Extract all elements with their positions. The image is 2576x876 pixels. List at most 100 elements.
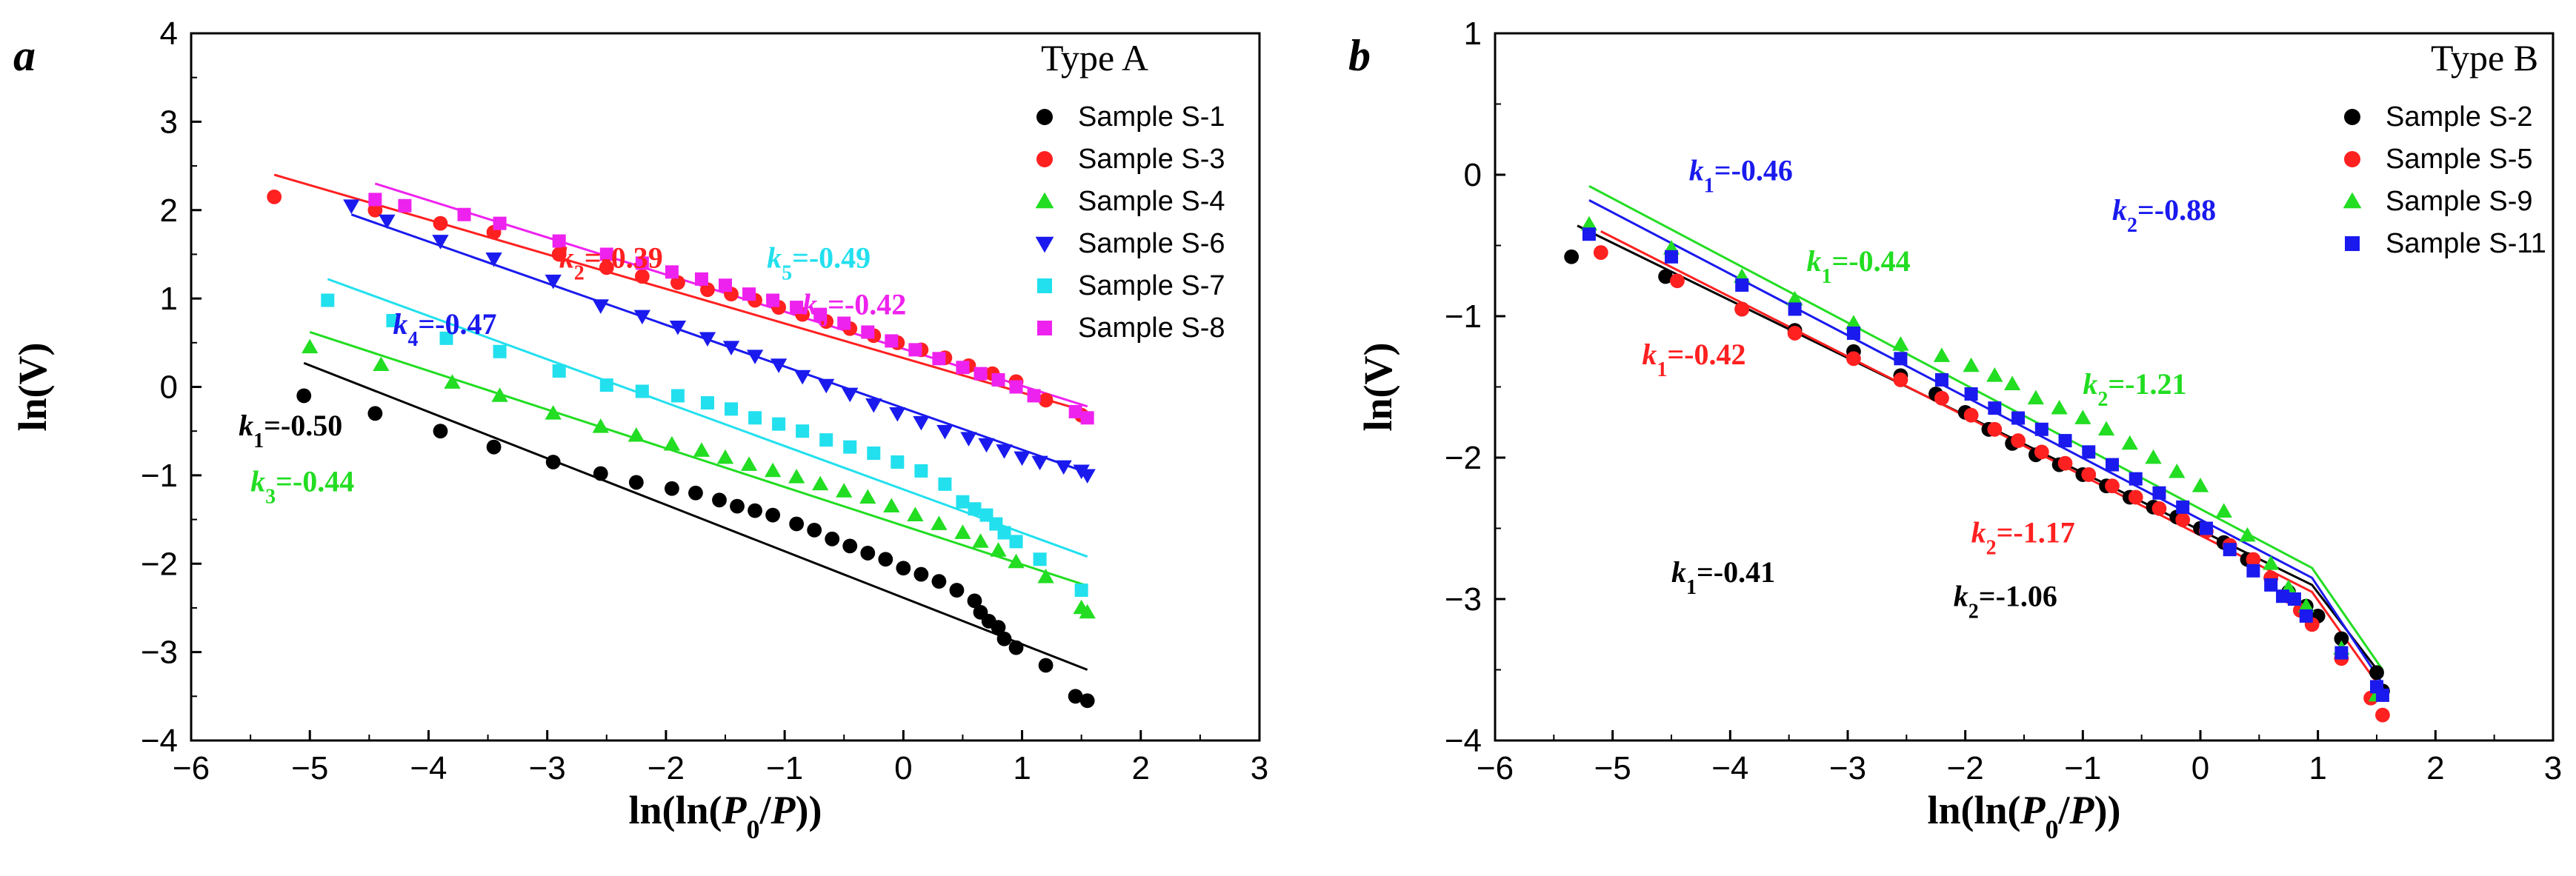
data-point <box>972 533 989 548</box>
slope-annotation: k1=-0.41 <box>1671 555 1775 599</box>
panel-a: −6 −5 −4 −3 −2 −1 0 1 2 3 −4 −3 −2 −1 0 1 2 3 4 ln(ln(P0/P)… <box>10 16 1268 844</box>
data-point <box>1987 421 2003 437</box>
data-point <box>991 372 1005 387</box>
data-point <box>766 293 780 307</box>
x-tick-label: 0 <box>2191 750 2209 786</box>
data-point <box>669 320 687 335</box>
slope-annotation: k2=-1.21 <box>2083 367 2186 411</box>
data-point <box>2369 665 2384 681</box>
data-point <box>2199 521 2213 535</box>
data-point <box>956 495 970 509</box>
data-point <box>552 234 566 248</box>
data-point <box>2169 463 2186 478</box>
data-point <box>321 293 335 307</box>
data-point <box>670 275 685 290</box>
data-point <box>1658 269 1673 284</box>
x-tick-label: 0 <box>894 750 912 786</box>
data-point <box>634 269 650 284</box>
data-point <box>742 287 756 301</box>
data-point <box>997 526 1011 540</box>
data-point <box>2011 433 2026 448</box>
y-tick-label: −4 <box>1445 723 1482 759</box>
fit-line <box>273 173 1088 413</box>
data-point <box>2105 478 2120 494</box>
data-point <box>1031 455 1048 471</box>
data-point <box>1787 326 1803 341</box>
data-point <box>628 427 645 442</box>
x-tick-label: −1 <box>2064 750 2101 786</box>
legend-label: Sample S-5 <box>2386 144 2533 175</box>
data-point <box>1963 407 1979 423</box>
data-point <box>1038 658 1054 673</box>
data-point <box>836 483 853 498</box>
data-point <box>296 388 312 404</box>
data-point <box>2034 422 2049 436</box>
data-point <box>379 214 396 230</box>
plot-area <box>1564 184 2390 723</box>
data-point <box>267 189 282 204</box>
slope-annotation: k5=-0.49 <box>767 241 871 284</box>
data-point <box>1068 404 1082 418</box>
data-point <box>883 498 900 513</box>
data-point <box>599 260 614 275</box>
data-point <box>1580 215 1598 231</box>
data-point <box>1846 326 1860 340</box>
legend-label: Sample S-8 <box>1078 312 1225 344</box>
slope-annotation: k2=-0.39 <box>559 241 663 284</box>
fit-line <box>327 278 1088 558</box>
data-point <box>545 455 561 469</box>
panel-label: b <box>1348 31 1371 80</box>
data-point <box>2003 375 2021 391</box>
x-tick-label: −2 <box>1947 750 1984 786</box>
data-point <box>1846 351 1861 367</box>
data-point <box>2246 552 2261 567</box>
data-point <box>386 313 400 327</box>
data-point <box>956 361 970 375</box>
data-point <box>398 198 412 213</box>
fit-line <box>1588 184 2384 671</box>
data-point <box>1593 245 1608 260</box>
data-point <box>2375 688 2389 702</box>
data-point <box>1734 301 1750 317</box>
legend: Sample S-2 Sample S-5 Sample S-9 Sample S-1… <box>2343 101 2546 259</box>
data-point <box>2223 543 2237 557</box>
y-tick-label: −3 <box>141 635 178 671</box>
data-point <box>2121 435 2138 450</box>
legend-marker <box>2344 109 2360 125</box>
data-point <box>1988 401 2002 415</box>
legend: Sample S-1 Sample S-3 Sample S-4 Sample S-6… <box>1035 101 1225 344</box>
data-point <box>931 574 947 589</box>
legend-label: Sample S-11 <box>2386 228 2546 259</box>
data-point <box>842 538 858 554</box>
data-point <box>996 631 1012 646</box>
data-point <box>635 384 649 398</box>
data-point <box>861 325 875 339</box>
data-point <box>1079 603 1096 619</box>
data-point <box>635 256 649 270</box>
data-point <box>931 515 948 530</box>
data-point <box>896 561 911 576</box>
data-point <box>2276 589 2290 603</box>
data-point <box>722 341 740 355</box>
data-point <box>818 378 835 394</box>
data-point <box>730 498 745 514</box>
data-point <box>2334 631 2349 646</box>
y-tick-label: −1 <box>141 458 178 494</box>
legend-label: Sample S-7 <box>1078 270 1225 301</box>
data-point <box>1788 302 1802 316</box>
data-point <box>2246 564 2260 578</box>
data-point <box>772 417 786 431</box>
x-tick-label: 2 <box>2426 750 2444 786</box>
data-point <box>913 415 930 431</box>
data-point <box>1038 392 1054 408</box>
data-point <box>373 356 390 372</box>
data-point <box>433 424 448 439</box>
data-point <box>765 507 780 523</box>
y-tick-label: −2 <box>1445 440 1482 476</box>
y-tick-label: −4 <box>141 723 178 759</box>
data-point <box>1027 389 1041 403</box>
data-point <box>485 253 502 267</box>
data-point <box>748 411 762 425</box>
data-point <box>790 301 804 315</box>
